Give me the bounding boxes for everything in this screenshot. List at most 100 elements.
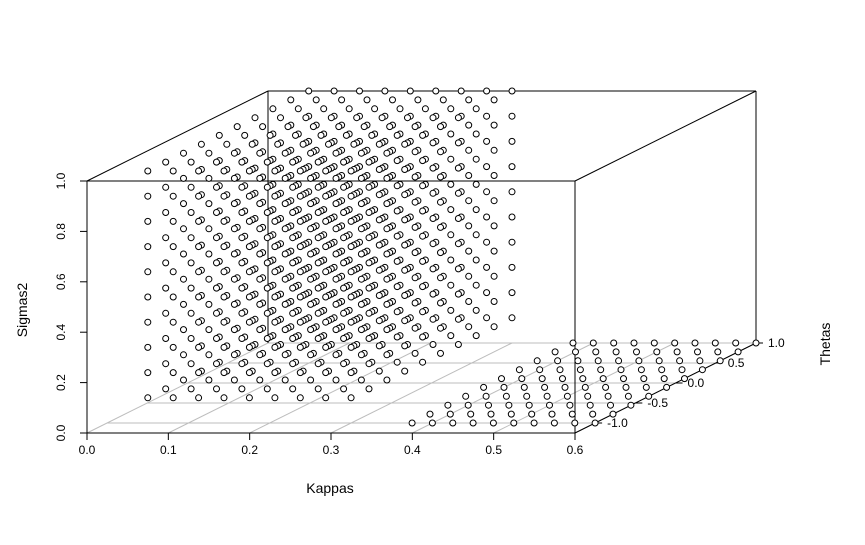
- data-point: [263, 360, 271, 368]
- data-point: [281, 275, 289, 283]
- y-tick-label: -1.0: [607, 416, 628, 430]
- data-point: [195, 243, 203, 251]
- data-point: [437, 123, 444, 131]
- data-point: [432, 87, 440, 95]
- data-point: [490, 222, 498, 230]
- data-point: [187, 335, 195, 342]
- data-point: [591, 419, 599, 427]
- data-point: [338, 96, 346, 104]
- data-point: [401, 191, 409, 199]
- data-point: [314, 209, 322, 216]
- data-point: [483, 213, 491, 221]
- data-point: [594, 357, 602, 365]
- data-point: [401, 292, 409, 299]
- data-point: [307, 174, 315, 182]
- data-point: [383, 351, 391, 359]
- data-point: [586, 401, 594, 409]
- data-point: [144, 192, 152, 200]
- data-point: [446, 410, 454, 418]
- data-point: [296, 343, 304, 351]
- data-point: [205, 200, 213, 208]
- data-point: [263, 209, 271, 216]
- data-point: [365, 385, 373, 393]
- data-point: [508, 87, 516, 95]
- data-point: [322, 243, 330, 251]
- data-point: [579, 375, 587, 383]
- data-point: [238, 385, 246, 393]
- data-point: [642, 383, 650, 391]
- data-point: [144, 369, 152, 377]
- data-point: [419, 157, 427, 165]
- data-point: [508, 112, 516, 120]
- data-point: [269, 105, 277, 113]
- data-point: [213, 259, 220, 267]
- data-point: [180, 250, 187, 258]
- z-tick-label: 0.6: [54, 273, 68, 290]
- data-point: [419, 257, 427, 265]
- data-point: [263, 183, 271, 191]
- data-point: [550, 419, 558, 427]
- x-tick-label: 0.5: [485, 443, 502, 457]
- data-point: [419, 333, 427, 341]
- data-point: [289, 335, 297, 342]
- data-point: [169, 394, 177, 402]
- data-point: [411, 324, 419, 332]
- data-point: [307, 275, 315, 283]
- data-point: [752, 339, 760, 347]
- data-point: [281, 326, 289, 334]
- data-point: [404, 114, 411, 122]
- data-point: [144, 217, 152, 225]
- data-point: [144, 394, 152, 402]
- data-point: [360, 123, 368, 131]
- data-point: [419, 358, 427, 366]
- data-point: [411, 173, 419, 181]
- data-point: [330, 87, 338, 95]
- data-point: [305, 87, 313, 95]
- data-point: [487, 410, 495, 418]
- data-point: [500, 383, 508, 391]
- data-point: [465, 272, 473, 280]
- data-point: [238, 335, 246, 342]
- data-point: [180, 200, 187, 208]
- data-point: [195, 318, 203, 326]
- box-edge: [574, 90, 757, 182]
- data-point: [314, 335, 322, 342]
- data-point: [347, 192, 355, 200]
- data-point: [256, 351, 264, 359]
- data-point: [213, 360, 220, 368]
- data-point: [483, 137, 491, 145]
- data-point: [617, 366, 625, 374]
- data-point: [256, 200, 264, 208]
- data-point: [180, 149, 187, 157]
- data-point: [472, 332, 480, 340]
- x-tick-label: 0.3: [323, 443, 340, 457]
- data-point: [454, 139, 462, 147]
- data-point: [322, 268, 330, 276]
- data-point: [320, 105, 328, 113]
- data-point: [340, 158, 348, 166]
- data-point: [187, 158, 195, 166]
- data-point: [383, 275, 391, 283]
- data-point: [551, 348, 559, 356]
- data-point: [263, 385, 271, 393]
- data-point: [610, 339, 618, 347]
- data-point: [554, 357, 562, 365]
- y-tick-label: 0.0: [688, 376, 705, 390]
- data-point: [195, 268, 203, 276]
- data-point: [340, 284, 348, 292]
- data-point: [213, 335, 220, 342]
- data-point: [508, 188, 516, 196]
- data-point: [289, 360, 297, 368]
- data-point: [332, 200, 340, 208]
- box-edge: [86, 90, 269, 182]
- data-point: [289, 158, 297, 166]
- data-point: [230, 225, 238, 233]
- data-point: [483, 87, 491, 95]
- data-point: [375, 317, 383, 325]
- data-point: [187, 284, 195, 292]
- data-point: [581, 383, 589, 391]
- data-point: [568, 410, 576, 418]
- data-point: [508, 263, 516, 271]
- data-point: [317, 131, 325, 139]
- data-point: [489, 419, 497, 427]
